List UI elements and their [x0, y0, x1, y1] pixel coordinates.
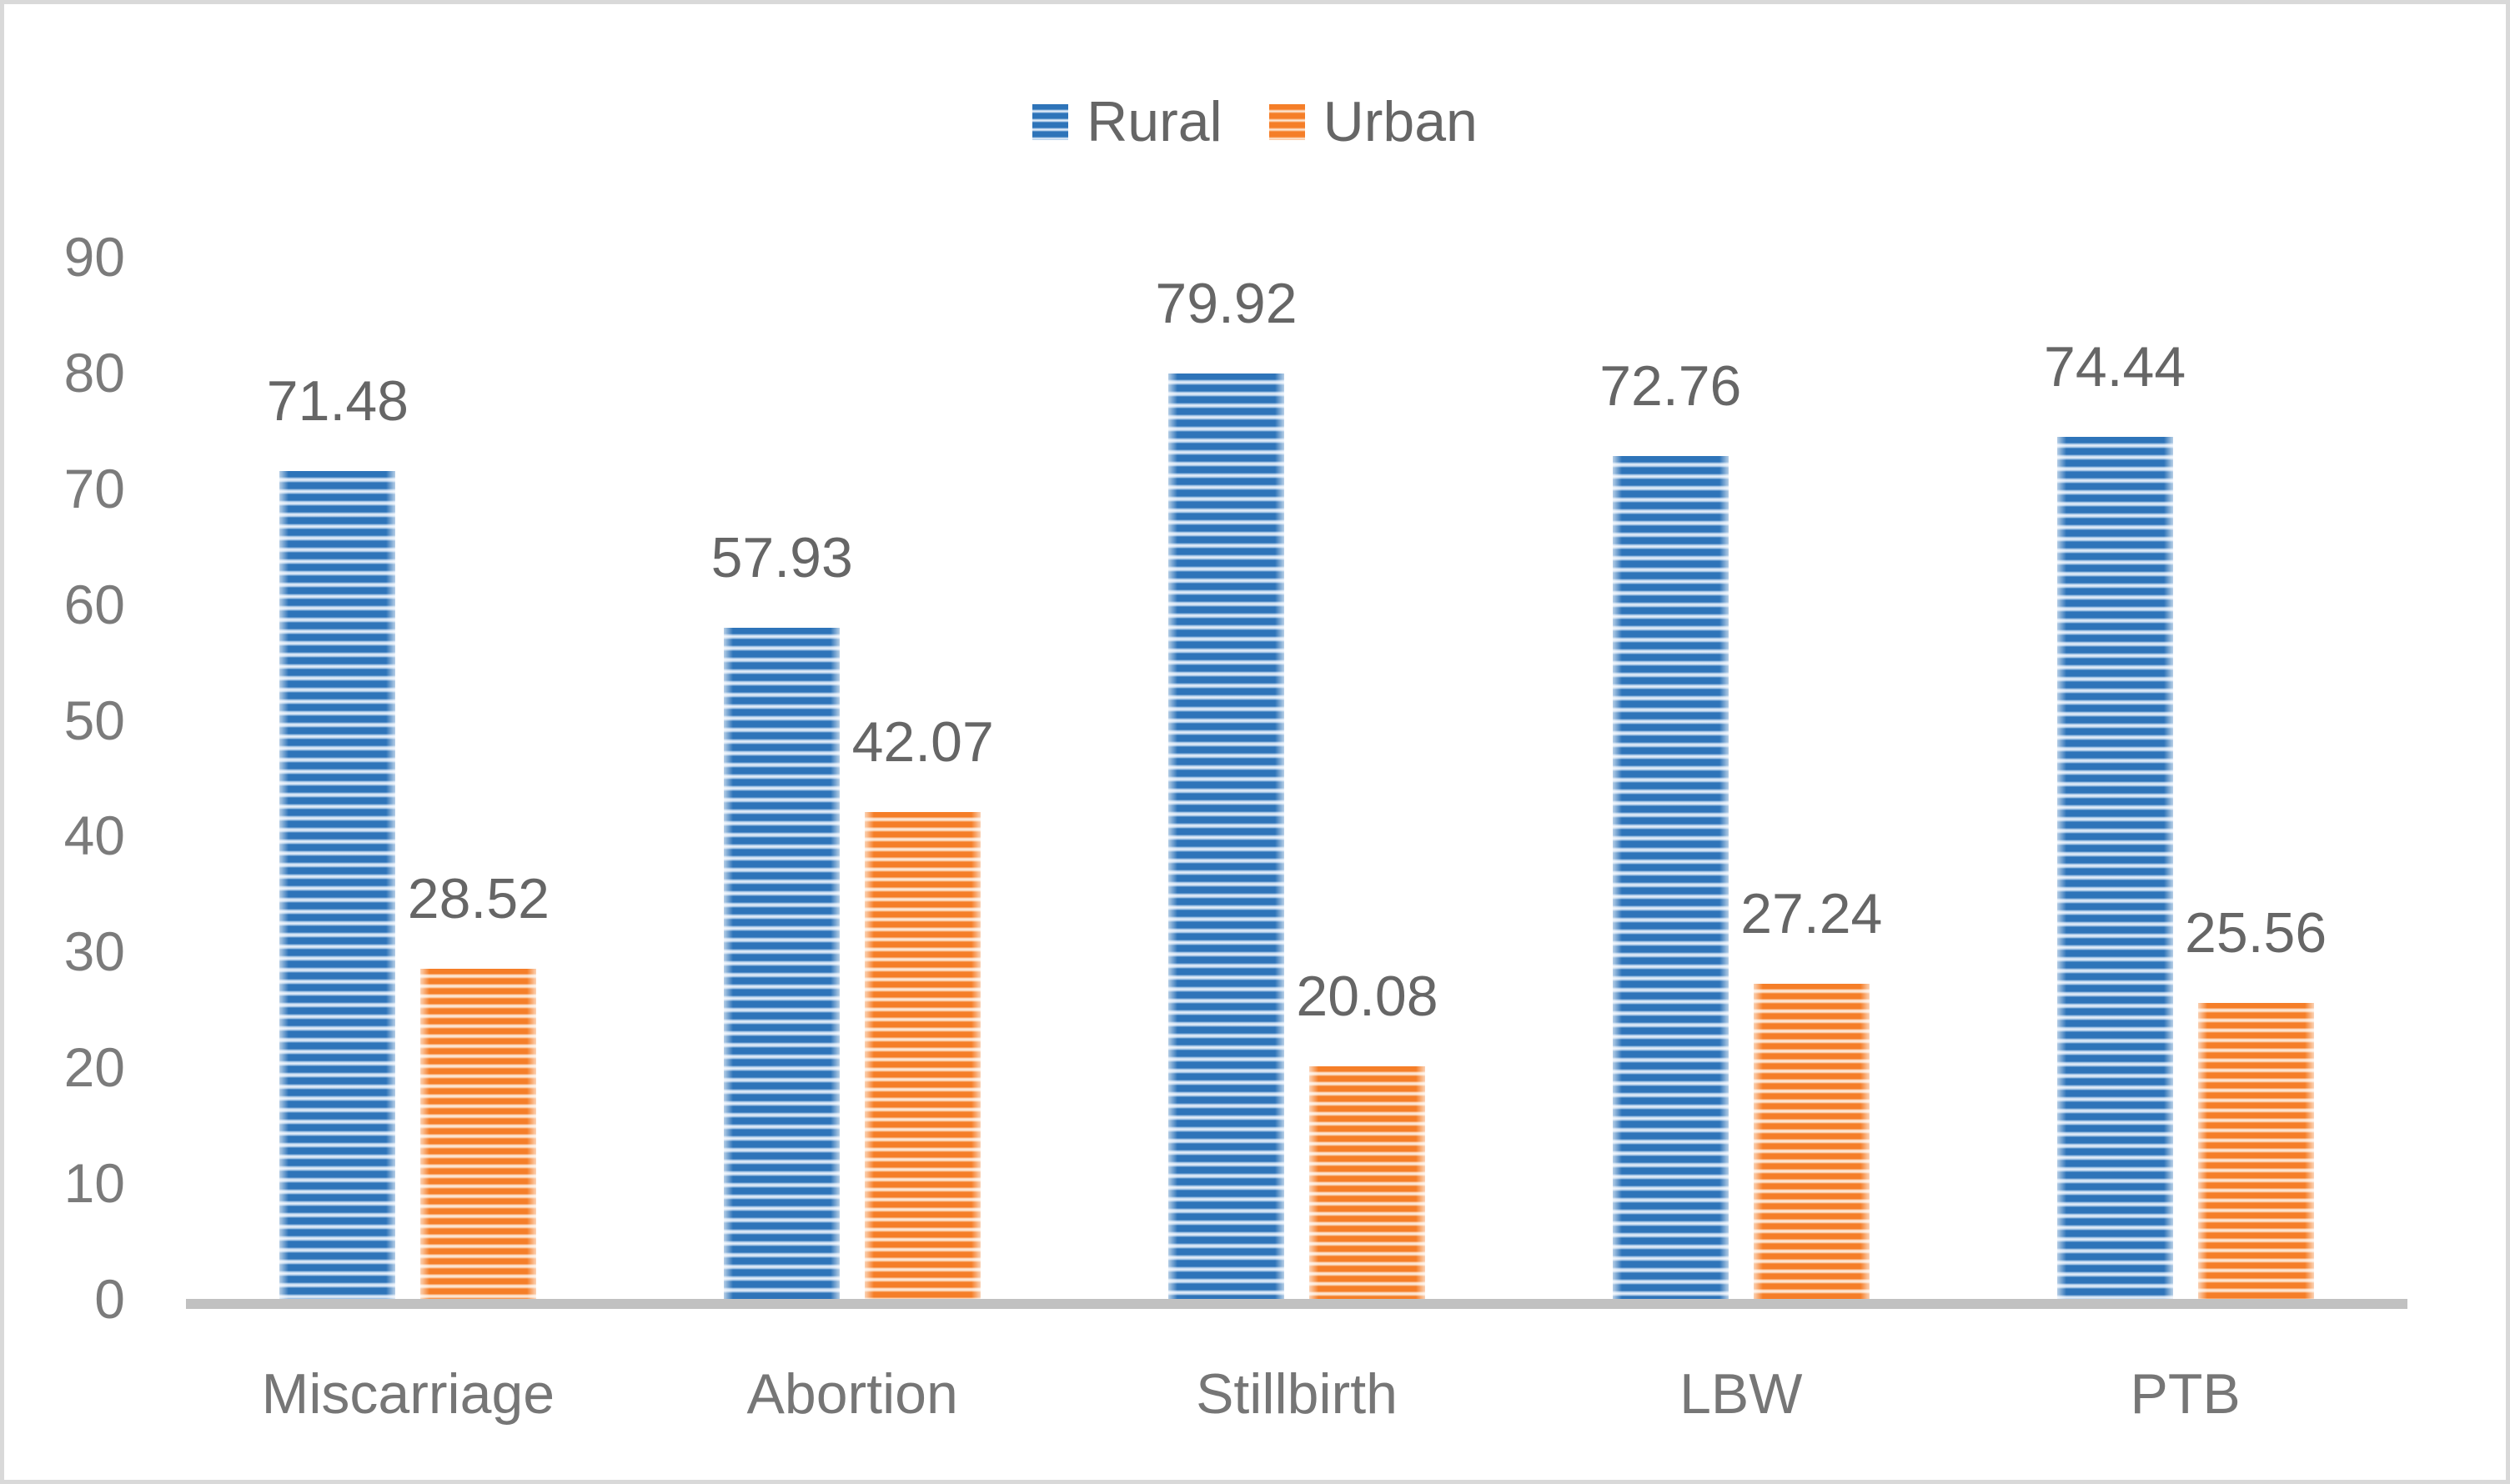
- chart-legend: Rural Urban: [0, 83, 2510, 160]
- x-axis-category-label: Miscarriage: [261, 1362, 555, 1426]
- rural-bar-stillbirth: [1168, 374, 1284, 1299]
- y-axis-tick-label: 70: [63, 457, 125, 519]
- x-axis-category-label: LBW: [1679, 1362, 1803, 1426]
- urban-value-label: 42.07: [851, 709, 994, 774]
- urban-bar-miscarriage: [420, 968, 537, 1299]
- rural-bar-miscarriage: [279, 471, 396, 1299]
- y-axis-tick-label: 80: [63, 341, 125, 404]
- urban-value-label: 20.08: [1296, 965, 1438, 1029]
- y-axis-tick-label: 0: [94, 1268, 125, 1330]
- y-axis-tick-label: 30: [63, 920, 125, 983]
- rural-value-label: 79.92: [1155, 272, 1298, 335]
- legend-label-rural: Rural: [1087, 90, 1222, 153]
- urban-value-label: 27.24: [1740, 881, 1883, 945]
- rural-value-label: 72.76: [1599, 354, 1742, 419]
- urban-value-label: 28.52: [407, 866, 550, 930]
- x-axis-category-label: Abortion: [746, 1362, 958, 1426]
- urban-value-label: 25.56: [2185, 901, 2327, 965]
- x-axis-line: [186, 1299, 2407, 1309]
- urban-bar-stillbirth: [1309, 1066, 1425, 1299]
- legend-item-urban: Urban: [1268, 90, 1478, 153]
- legend-label-urban: Urban: [1323, 90, 1478, 153]
- y-axis-tick-label: 20: [63, 1036, 125, 1099]
- rural-bar-lbw: [1612, 456, 1729, 1299]
- rural-legend-swatch-icon: [1032, 103, 1069, 140]
- rural-value-label: 71.48: [266, 369, 409, 434]
- y-axis-tick-label: 90: [63, 226, 125, 288]
- rural-bar-abortion: [724, 628, 841, 1299]
- rural-value-label: 74.44: [2044, 335, 2186, 399]
- legend-item-rural: Rural: [1032, 93, 1222, 150]
- rural-value-label: 57.93: [710, 526, 853, 590]
- x-axis-category-label: Stillbirth: [1196, 1362, 1398, 1426]
- urban-legend-swatch-icon: [1268, 103, 1305, 140]
- y-axis-tick-label: 10: [63, 1152, 125, 1215]
- x-axis-category-label: PTB: [2130, 1362, 2241, 1426]
- rural-bar-ptb: [2056, 437, 2173, 1299]
- y-axis-tick-label: 40: [63, 805, 125, 867]
- urban-bar-lbw: [1753, 983, 1870, 1299]
- urban-bar-abortion: [865, 811, 981, 1299]
- y-axis-tick-label: 60: [63, 573, 125, 635]
- urban-bar-ptb: [2197, 1003, 2314, 1299]
- y-axis-tick-label: 50: [63, 689, 125, 751]
